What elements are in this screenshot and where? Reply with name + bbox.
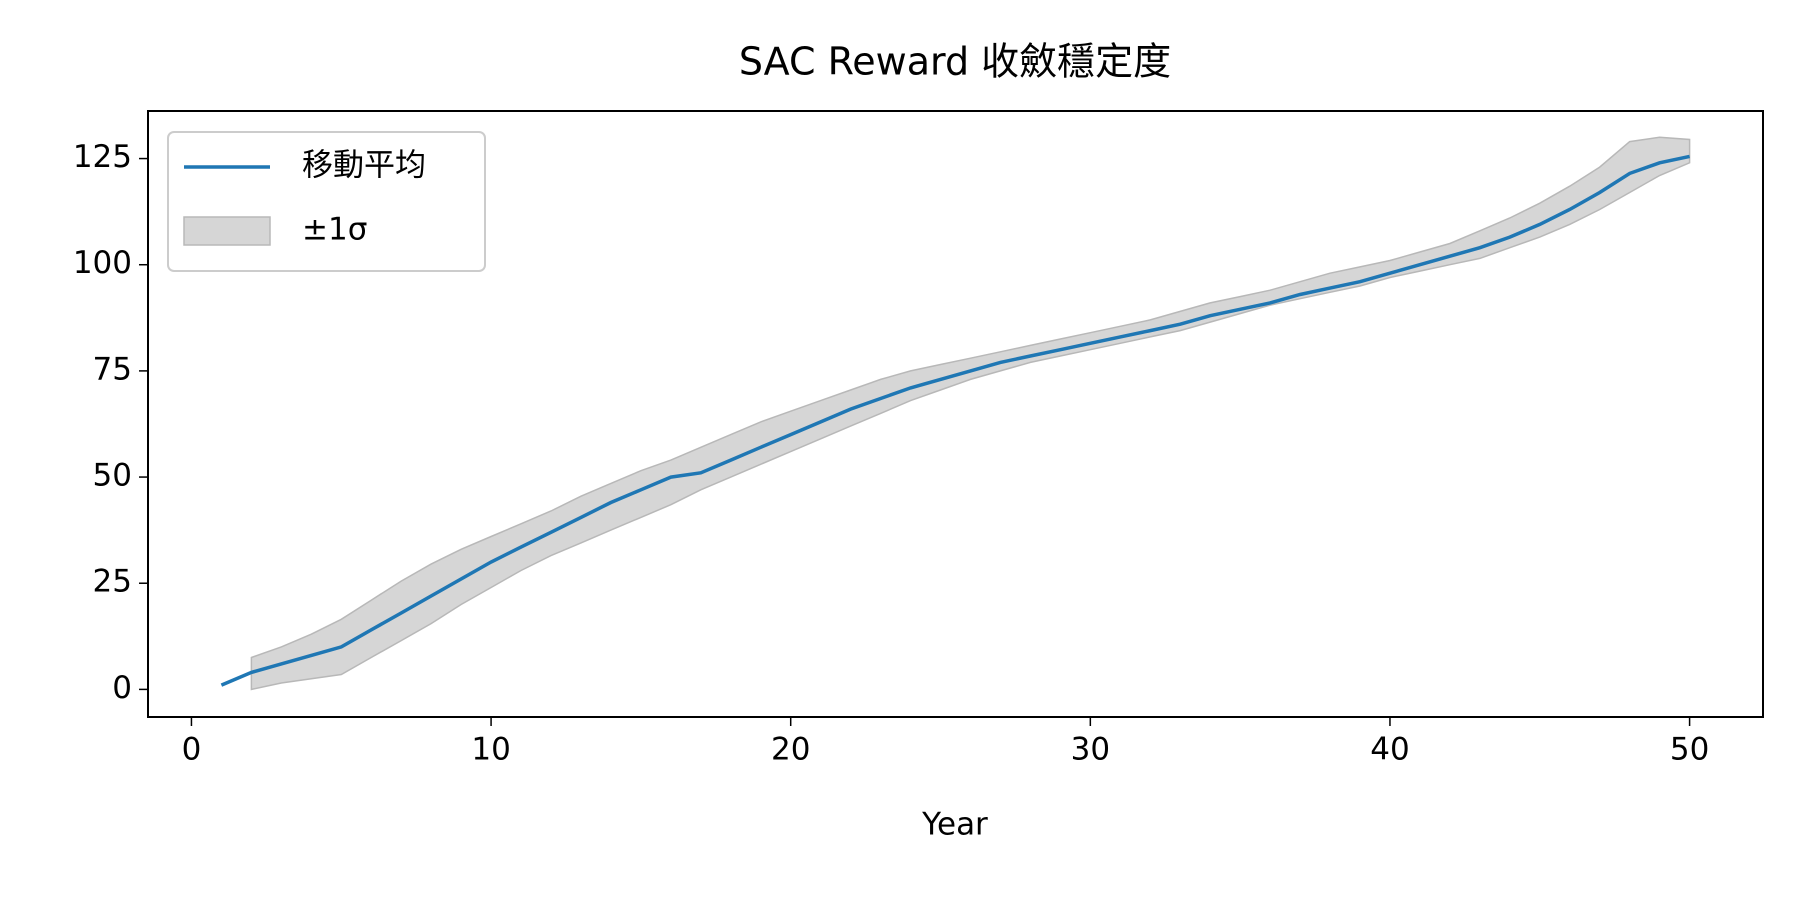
x-axis-label: Year [921,807,988,843]
y-tick-label: 75 [93,351,132,387]
x-tick-label: 30 [1071,732,1110,768]
x-tick-label: 0 [182,732,202,768]
y-tick-label: 100 [73,245,132,281]
legend-swatch [183,216,271,246]
y-tick-label: 125 [73,139,132,175]
y-tick-label: 50 [93,458,132,494]
x-tick-label: 20 [771,732,810,768]
plot-frame [147,110,1764,718]
line [220,154,1690,687]
x-tick-label: 40 [1370,732,1409,768]
y-tick-label: 25 [93,564,132,600]
legend-label: ±1σ [302,212,367,248]
x-tick-label: 10 [471,732,510,768]
band [250,136,1691,691]
y-tick-label: 0 [112,670,132,706]
chart-title: SAC Reward 收斂穩定度 [739,40,1171,84]
legend-label: 移動平均 [302,148,426,184]
x-tick-label: 50 [1670,732,1709,768]
